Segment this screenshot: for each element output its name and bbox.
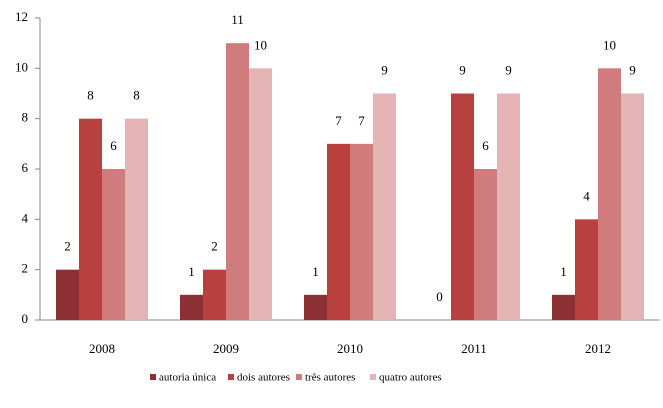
data-label: 7 [358,113,365,128]
bar [497,93,520,320]
bar [56,269,79,320]
legend-swatch [150,374,156,380]
data-label: 9 [459,62,466,77]
data-label: 8 [133,88,140,103]
data-label: 10 [254,37,267,52]
bar [350,143,373,320]
x-tick-label: 2008 [89,341,115,356]
x-tick-label: 2009 [213,341,239,356]
legend-label: autoria única [159,372,216,384]
y-tick-label: 8 [22,110,29,125]
bar [125,118,148,321]
bar [180,294,203,320]
data-label: 2 [64,239,71,254]
data-label: 0 [436,289,443,304]
x-tick-label: 2012 [585,341,611,356]
y-tick-label: 2 [22,261,29,276]
bar [327,143,350,320]
y-tick-label: 0 [22,311,29,326]
bar [552,294,575,320]
data-label: 9 [505,62,512,77]
y-tick-label: 6 [22,160,29,175]
data-label: 6 [110,138,117,153]
bar [598,68,621,320]
bar [102,169,125,320]
legend-label: quatro autores [379,372,442,384]
bar [373,93,396,320]
data-label: 10 [603,37,616,52]
data-label: 9 [629,62,636,77]
data-label: 2 [211,239,218,254]
bar [451,93,474,320]
bar [621,93,644,320]
y-tick-label: 4 [22,210,29,225]
legend-label: três autores [305,372,355,384]
data-label: 1 [560,264,567,279]
data-label: 9 [381,62,388,77]
legend-swatch [228,374,234,380]
data-label: 1 [188,264,195,279]
bar [226,43,249,321]
data-label: 11 [231,12,244,27]
bar [575,219,598,320]
legend-swatch [370,374,376,380]
x-tick-label: 2011 [461,341,487,356]
bar [474,169,497,320]
bar [79,118,102,321]
y-tick-label: 12 [15,9,28,24]
data-label: 7 [335,113,342,128]
bar [203,269,226,320]
data-label: 1 [312,264,319,279]
data-label: 8 [87,88,94,103]
data-label: 6 [482,138,489,153]
data-label: 4 [583,188,590,203]
legend-swatch [296,374,302,380]
y-tick-label: 10 [15,59,28,74]
bar [249,68,272,320]
legend-label: dois autores [237,372,290,384]
x-tick-label: 2010 [337,341,363,356]
bar [304,294,327,320]
